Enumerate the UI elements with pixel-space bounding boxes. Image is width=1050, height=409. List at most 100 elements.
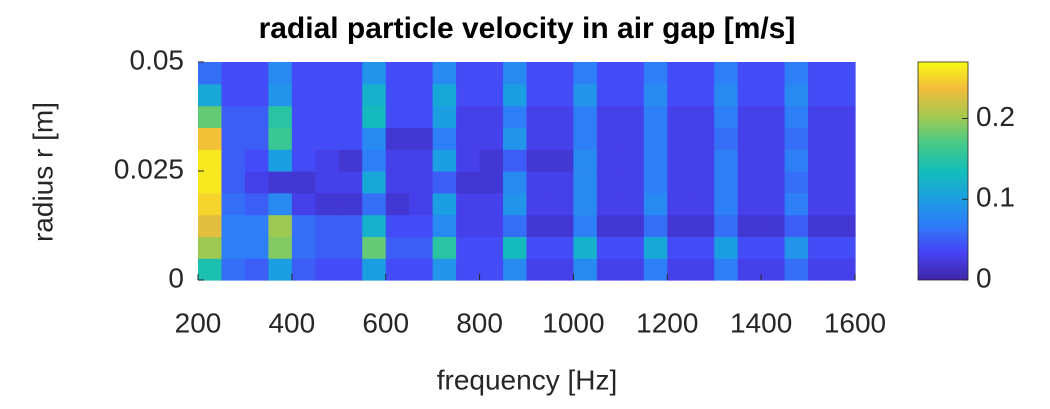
heatmap-cell (690, 105, 715, 128)
heatmap-cell (409, 62, 434, 85)
heatmap-cell (503, 258, 528, 281)
heatmap-cell (244, 192, 269, 216)
heatmap-cell (479, 127, 504, 150)
heatmap-cell (690, 171, 715, 194)
heatmap-cell (737, 105, 762, 128)
heatmap-cell (643, 62, 668, 85)
heatmap-cell (526, 236, 551, 259)
heatmap-cell (362, 83, 387, 107)
heatmap-cell (409, 127, 434, 150)
heatmap-cell (808, 171, 833, 194)
heatmap-cell (573, 62, 598, 85)
heatmap-cell (596, 192, 621, 216)
heatmap-cell (432, 62, 457, 85)
heatmap-cell (667, 105, 692, 128)
heatmap-cell (761, 149, 786, 172)
heatmap-cell (268, 83, 293, 107)
heatmap-cell (385, 236, 410, 259)
heatmap-cell (831, 149, 856, 172)
heatmap-cell (667, 236, 692, 259)
heatmap-cell (315, 171, 340, 194)
heatmap-cell (667, 83, 692, 107)
heatmap-cell (549, 149, 575, 172)
heatmap-cell (573, 214, 598, 237)
heatmap-cell (784, 236, 809, 259)
heatmap-cell (714, 127, 739, 150)
heatmap-cell (784, 83, 809, 107)
heatmap-cell (315, 214, 340, 237)
heatmap-cell (808, 258, 833, 281)
heatmap-cell (549, 62, 575, 85)
heatmap-cell (784, 192, 809, 216)
colorbar-tick-label: 0 (976, 262, 992, 293)
heatmap-cell (573, 236, 598, 259)
heatmap-cell (315, 149, 340, 172)
heatmap-cell (291, 236, 316, 259)
heatmap-cell (784, 105, 809, 128)
heatmap-cell (244, 105, 269, 128)
heatmap-cell (362, 171, 387, 194)
heatmap-cell (620, 127, 645, 150)
heatmap-cell (503, 236, 528, 259)
heatmap-cell (596, 236, 621, 259)
heatmap-cell (503, 192, 528, 216)
heatmap-cell (620, 83, 645, 107)
heatmap-cell (620, 192, 645, 216)
heatmap-cell (479, 236, 504, 259)
heatmap-cell (291, 149, 316, 172)
heatmap-cell (549, 192, 575, 216)
heatmap-cell (573, 171, 598, 194)
heatmap-cell (831, 105, 856, 128)
heatmap-cell (198, 192, 223, 216)
heatmap-cell (737, 127, 762, 150)
heatmap-cell (573, 105, 598, 128)
heatmap-cell (198, 62, 223, 85)
heatmap-cell (737, 236, 762, 259)
heatmap-cell (456, 127, 481, 150)
heatmap-cell (432, 192, 457, 216)
heatmap-cell (737, 149, 762, 172)
heatmap-cell (291, 192, 316, 216)
heatmap-cell (831, 83, 856, 107)
heatmap-cell (198, 236, 223, 259)
heatmap-cell (526, 149, 551, 172)
heatmap-cell (737, 171, 762, 194)
heatmap-cell (456, 171, 481, 194)
heatmap-cell (690, 83, 715, 107)
heatmap-cell (526, 214, 551, 237)
heatmap-cell (784, 258, 809, 281)
heatmap-cell (808, 83, 833, 107)
heatmap-cell (268, 105, 293, 128)
heatmap-cell (315, 83, 340, 107)
heatmap-cell (761, 214, 786, 237)
heatmap-cell (573, 83, 598, 107)
heatmap-cell (784, 62, 809, 85)
heatmap-cell (338, 214, 363, 237)
x-tick-label: 600 (362, 307, 409, 338)
x-axis-label: frequency [Hz] (437, 364, 618, 395)
heatmap-cell (761, 171, 786, 194)
heatmap-cell (643, 258, 668, 281)
heatmap-cell (479, 83, 504, 107)
heatmap-cell (291, 214, 316, 237)
heatmap-cell (409, 149, 434, 172)
heatmap-cell (479, 192, 504, 216)
heatmap-cell (737, 83, 762, 107)
heatmap-cell (338, 149, 363, 172)
x-tick-label: 1600 (824, 307, 886, 338)
x-tick-label: 1400 (730, 307, 792, 338)
heatmap-cell (526, 105, 551, 128)
heatmap-cell (596, 149, 621, 172)
heatmap-cell (315, 62, 340, 85)
heatmap-cell (456, 258, 481, 281)
heatmap-cell (291, 62, 316, 85)
heatmap-cell (596, 127, 621, 150)
heatmap-cell (409, 236, 434, 259)
heatmap-cell (690, 149, 715, 172)
heatmap-cell (549, 171, 575, 194)
heatmap-cell (643, 149, 668, 172)
heatmap-cell (315, 105, 340, 128)
heatmap-cell (362, 105, 387, 128)
heatmap-cell (596, 258, 621, 281)
